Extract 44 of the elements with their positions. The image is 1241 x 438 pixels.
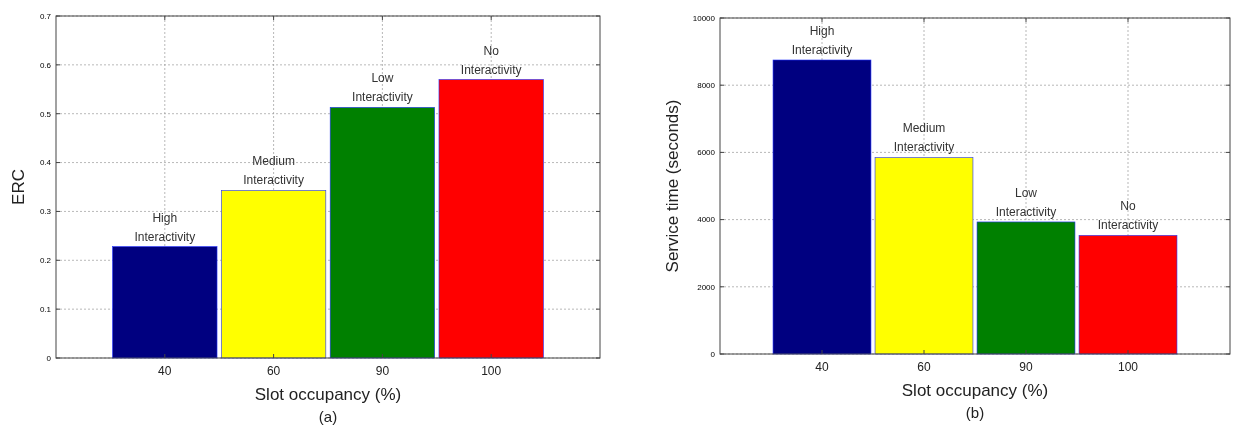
x-tick-label: 60	[917, 360, 931, 374]
annotation: No Interactivity	[1097, 199, 1159, 233]
bar	[438, 79, 544, 359]
annotation: Low Interactivity	[352, 71, 413, 105]
y-tick-label: 0.6	[39, 60, 52, 70]
y-tick-label: 0.3	[39, 207, 52, 217]
bar	[221, 190, 327, 359]
y-tick-label: 8000	[697, 81, 716, 90]
x-axis-title: Slot occupancy (%)	[901, 381, 1049, 400]
y-tick-label: 0.7	[39, 11, 52, 21]
annotation: Low Interactivity	[995, 185, 1057, 219]
y-tick-label: 0.2	[39, 256, 52, 266]
y-tick-label: 0.1	[39, 304, 52, 314]
y-tick-label: 4000	[697, 215, 716, 225]
y-tick-label: 10000	[692, 13, 716, 23]
bar	[1078, 235, 1178, 355]
x-tick-label: 100	[481, 364, 502, 378]
bar	[976, 221, 1076, 355]
y-tick-label: 0.4	[39, 158, 52, 168]
x-tick-label: 60	[266, 364, 281, 378]
y-tick-label: 2000	[697, 282, 716, 292]
y-tick-label: 0.5	[39, 109, 52, 119]
annotation: High Interactivity	[134, 210, 196, 244]
annotation: High Interactivity	[791, 24, 853, 57]
bar	[329, 107, 435, 359]
text: (a)	[318, 408, 338, 425]
annotation: Medium Interactivity	[893, 121, 955, 155]
bar	[772, 59, 872, 355]
text: (b)	[965, 404, 985, 421]
y-axis-title: ERC	[9, 169, 28, 205]
bar	[112, 246, 218, 359]
x-tick-label: 90	[375, 364, 390, 378]
annotation: No Interactivity	[460, 43, 522, 77]
x-tick-label: 90	[1019, 360, 1033, 374]
y-tick-label: 0	[46, 353, 52, 363]
y-tick-label: 6000	[697, 148, 716, 158]
y-axis-title: Service time (seconds)	[663, 99, 682, 273]
y-tick-label: 0	[710, 349, 716, 359]
x-tick-label: 100	[1117, 360, 1139, 374]
x-tick-label: 40	[815, 360, 829, 374]
annotation: Medium Interactivity	[243, 154, 304, 188]
bar	[874, 157, 974, 355]
x-axis-title: Slot occupancy (%)	[254, 385, 402, 404]
x-tick-label: 40	[158, 364, 172, 378]
